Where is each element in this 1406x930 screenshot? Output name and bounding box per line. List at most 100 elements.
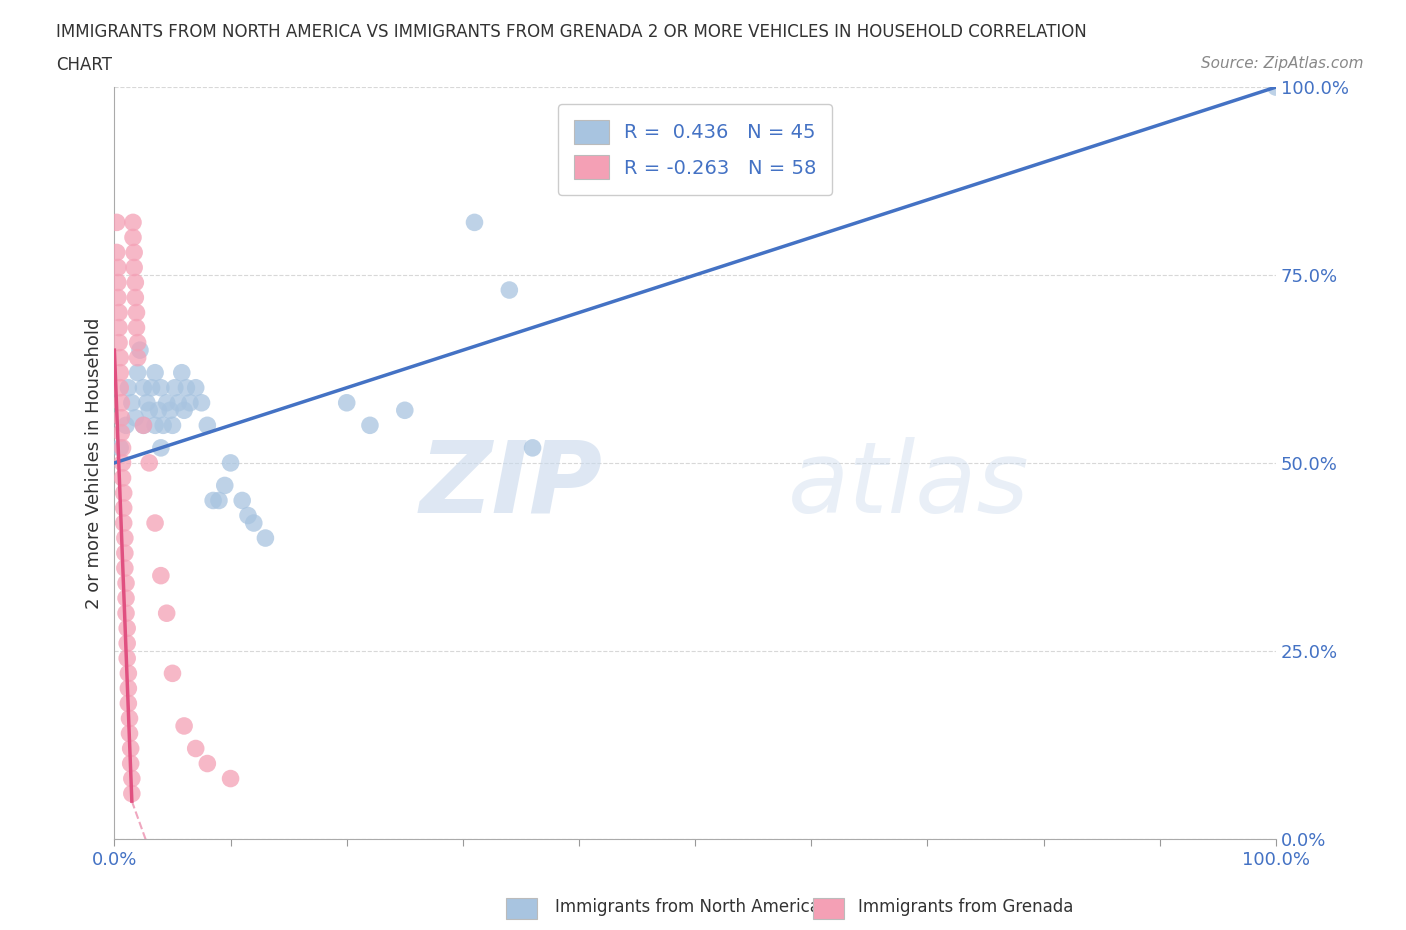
Point xyxy=(176,380,198,395)
Point xyxy=(105,245,128,259)
Point xyxy=(117,696,139,711)
Point xyxy=(129,343,152,358)
Point xyxy=(132,418,155,432)
Legend: R =  0.436   N = 45, R = -0.263   N = 58: R = 0.436 N = 45, R = -0.263 N = 58 xyxy=(558,104,832,194)
Point xyxy=(115,621,138,636)
Point xyxy=(107,290,129,305)
Point xyxy=(231,493,253,508)
Point xyxy=(184,741,207,756)
Point xyxy=(132,418,155,432)
Point xyxy=(127,335,149,350)
Point xyxy=(243,515,266,530)
Point xyxy=(159,403,181,418)
Point xyxy=(125,305,148,320)
Point xyxy=(124,290,146,305)
Point xyxy=(394,403,416,418)
Point xyxy=(110,410,132,425)
Point xyxy=(149,441,172,456)
Point xyxy=(359,418,381,432)
Point xyxy=(117,666,139,681)
Point xyxy=(110,441,132,456)
Point xyxy=(136,395,159,410)
Point xyxy=(108,320,131,335)
Point xyxy=(112,485,135,500)
Point xyxy=(107,260,129,275)
Point xyxy=(112,500,135,515)
Point xyxy=(498,283,520,298)
Point xyxy=(202,493,225,508)
Point xyxy=(120,741,142,756)
Point xyxy=(179,395,201,410)
Point xyxy=(214,478,236,493)
Point xyxy=(141,380,163,395)
Point xyxy=(156,605,179,620)
Point xyxy=(127,365,149,380)
Point xyxy=(254,531,277,546)
Point xyxy=(463,215,485,230)
Point xyxy=(190,395,212,410)
Text: IMMIGRANTS FROM NORTH AMERICA VS IMMIGRANTS FROM GRENADA 2 OR MORE VEHICLES IN H: IMMIGRANTS FROM NORTH AMERICA VS IMMIGRA… xyxy=(56,23,1087,41)
Point xyxy=(115,605,138,620)
Point xyxy=(111,456,134,471)
Point xyxy=(118,711,141,726)
Text: atlas: atlas xyxy=(789,437,1029,534)
Point xyxy=(219,771,242,786)
Point xyxy=(121,395,143,410)
Point xyxy=(170,365,193,380)
Point xyxy=(125,320,148,335)
Point xyxy=(152,418,174,432)
Point xyxy=(122,215,145,230)
Point xyxy=(115,418,138,432)
Point xyxy=(112,515,135,530)
Point xyxy=(156,395,179,410)
Point xyxy=(1265,80,1288,95)
Point xyxy=(173,403,195,418)
Point xyxy=(117,380,139,395)
Point xyxy=(122,230,145,245)
Point xyxy=(115,591,138,605)
Point xyxy=(115,651,138,666)
Point xyxy=(219,456,242,471)
Point xyxy=(114,561,136,576)
Point xyxy=(110,351,132,365)
Point xyxy=(138,403,160,418)
Point xyxy=(143,365,166,380)
Point xyxy=(110,425,132,440)
Point xyxy=(110,365,132,380)
Point xyxy=(149,380,172,395)
Point xyxy=(127,351,149,365)
Point xyxy=(105,215,128,230)
Point xyxy=(162,418,184,432)
Point xyxy=(115,636,138,651)
Point xyxy=(124,275,146,290)
Point xyxy=(124,410,146,425)
Point xyxy=(336,395,359,410)
Point xyxy=(111,471,134,485)
Point xyxy=(184,380,207,395)
Point xyxy=(110,395,132,410)
Point xyxy=(138,456,160,471)
Point xyxy=(162,666,184,681)
Text: ZIP: ZIP xyxy=(419,437,602,534)
Point xyxy=(108,305,131,320)
Point xyxy=(173,719,195,734)
Point xyxy=(121,786,143,801)
Text: Immigrants from Grenada: Immigrants from Grenada xyxy=(858,897,1073,916)
Point xyxy=(122,245,145,259)
Point xyxy=(149,568,172,583)
Point xyxy=(167,395,190,410)
Point xyxy=(110,380,132,395)
Point xyxy=(118,726,141,741)
Point xyxy=(148,403,170,418)
Point xyxy=(132,380,155,395)
Text: Immigrants from North America: Immigrants from North America xyxy=(555,897,820,916)
Point xyxy=(143,515,166,530)
Point xyxy=(114,546,136,561)
Point xyxy=(195,756,218,771)
Point xyxy=(117,681,139,696)
Point xyxy=(195,418,218,432)
Text: CHART: CHART xyxy=(56,56,112,73)
Point xyxy=(114,531,136,546)
Point xyxy=(522,441,544,456)
Point xyxy=(163,380,186,395)
